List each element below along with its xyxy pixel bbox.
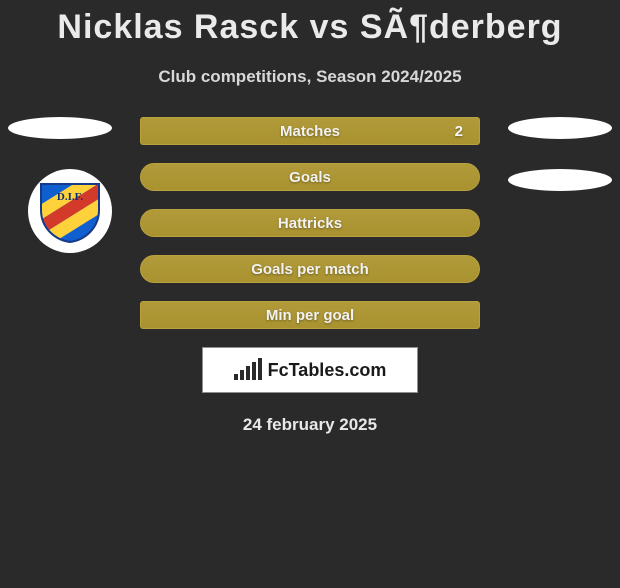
stat-label: Goals per match xyxy=(251,261,369,278)
right-player-marker-2 xyxy=(508,169,612,191)
stat-label: Hattricks xyxy=(278,215,342,232)
stat-bars: Matches 2 Goals Hattricks Goals per matc… xyxy=(140,117,480,329)
left-player-marker xyxy=(8,117,112,139)
bars-chart-icon xyxy=(234,360,262,380)
right-player-marker xyxy=(508,117,612,139)
club-crest-svg: D.I.F. xyxy=(37,178,103,244)
page-title: Nicklas Rasck vs SÃ¶derberg xyxy=(0,8,620,47)
stat-bar-hattricks: Hattricks xyxy=(140,209,480,237)
source-logo-text: FcTables.com xyxy=(268,360,387,381)
stat-bar-goals-per-match: Goals per match xyxy=(140,255,480,283)
club-crest: D.I.F. xyxy=(28,169,112,253)
subtitle: Club competitions, Season 2024/2025 xyxy=(0,67,620,87)
stat-label: Goals xyxy=(289,169,331,186)
source-logo: FcTables.com xyxy=(202,347,418,393)
stat-value: 2 xyxy=(455,118,463,146)
comparison-stage: D.I.F. Matches 2 Goals Hattricks Goals p… xyxy=(0,117,620,329)
stat-bar-matches: Matches 2 xyxy=(140,117,480,145)
stat-label: Min per goal xyxy=(266,307,354,324)
stat-bar-goals: Goals xyxy=(140,163,480,191)
date-label: 24 february 2025 xyxy=(0,415,620,435)
crest-letters: D.I.F. xyxy=(57,191,83,203)
stat-bar-min-per-goal: Min per goal xyxy=(140,301,480,329)
stat-label: Matches xyxy=(280,123,340,140)
